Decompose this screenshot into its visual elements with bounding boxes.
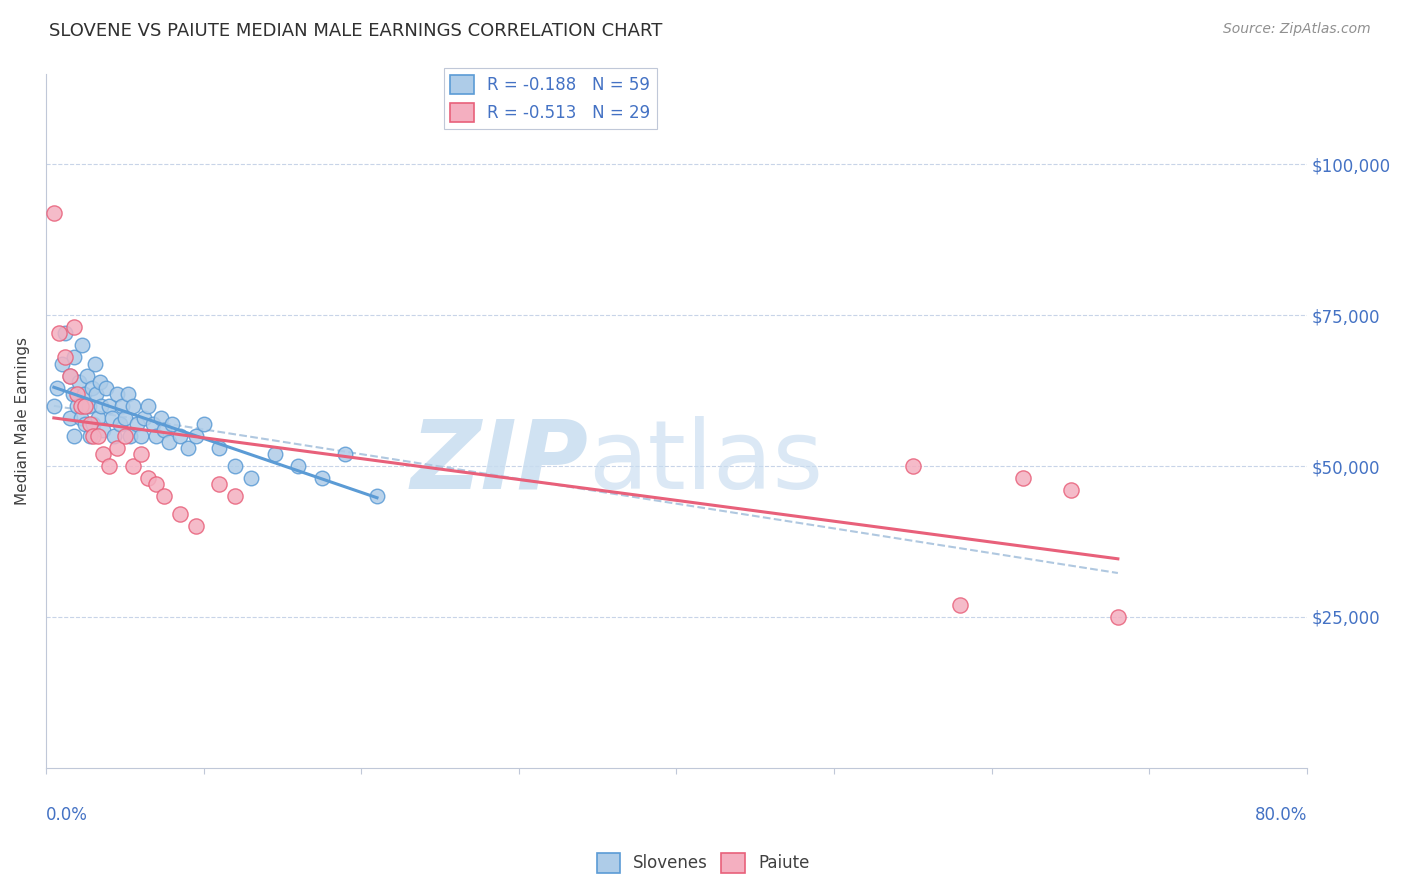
- Point: [127, 417, 149, 431]
- Point: [1012, 471, 1035, 485]
- Point: [91, 423, 114, 437]
- Point: [79, 417, 101, 431]
- Point: [160, 417, 183, 431]
- Point: [129, 447, 152, 461]
- Point: [59, 410, 82, 425]
- Point: [79, 429, 101, 443]
- Point: [224, 458, 246, 473]
- Point: [177, 441, 200, 455]
- Y-axis label: Median Male Earnings: Median Male Earnings: [15, 337, 30, 505]
- Point: [108, 417, 131, 431]
- Point: [42, 205, 65, 219]
- Point: [153, 423, 176, 437]
- Point: [157, 434, 180, 449]
- Point: [80, 381, 103, 395]
- Point: [67, 375, 90, 389]
- Point: [75, 399, 97, 413]
- Text: 80.0%: 80.0%: [1254, 805, 1308, 824]
- Point: [118, 429, 141, 443]
- Point: [91, 447, 114, 461]
- Point: [53, 351, 76, 365]
- Point: [63, 429, 86, 443]
- Point: [145, 477, 167, 491]
- Point: [145, 429, 167, 443]
- Point: [63, 320, 86, 334]
- Point: [142, 417, 165, 431]
- Point: [121, 458, 143, 473]
- Point: [132, 410, 155, 425]
- Point: [73, 386, 96, 401]
- Point: [70, 338, 93, 352]
- Legend: R = -0.188   N = 59, R = -0.513   N = 29: R = -0.188 N = 59, R = -0.513 N = 29: [444, 69, 657, 128]
- Point: [66, 399, 89, 413]
- Point: [335, 447, 357, 461]
- Text: atlas: atlas: [588, 416, 824, 509]
- Legend: Slovenes, Paiute: Slovenes, Paiute: [591, 847, 815, 880]
- Point: [82, 417, 104, 431]
- Point: [75, 417, 97, 431]
- Point: [111, 399, 134, 413]
- Point: [48, 326, 70, 341]
- Point: [51, 357, 73, 371]
- Point: [63, 351, 86, 365]
- Point: [239, 471, 262, 485]
- Point: [114, 410, 136, 425]
- Point: [1059, 483, 1081, 498]
- Text: Source: ZipAtlas.com: Source: ZipAtlas.com: [1223, 22, 1371, 37]
- Point: [53, 326, 76, 341]
- Text: SLOVENE VS PAIUTE MEDIAN MALE EARNINGS CORRELATION CHART: SLOVENE VS PAIUTE MEDIAN MALE EARNINGS C…: [49, 22, 662, 40]
- Point: [98, 399, 121, 413]
- Point: [1107, 610, 1129, 624]
- Point: [949, 598, 972, 612]
- Point: [105, 386, 128, 401]
- Point: [87, 410, 110, 425]
- Point: [82, 429, 104, 443]
- Point: [46, 381, 69, 395]
- Point: [117, 386, 139, 401]
- Point: [224, 489, 246, 503]
- Point: [169, 429, 191, 443]
- Point: [193, 417, 215, 431]
- Point: [66, 386, 89, 401]
- Point: [89, 375, 111, 389]
- Point: [77, 399, 100, 413]
- Point: [76, 368, 98, 383]
- Point: [90, 399, 112, 413]
- Point: [86, 386, 108, 401]
- Point: [69, 399, 91, 413]
- Point: [101, 410, 124, 425]
- Point: [208, 441, 231, 455]
- Point: [366, 489, 388, 503]
- Text: ZIP: ZIP: [411, 416, 588, 509]
- Point: [59, 368, 82, 383]
- Point: [98, 458, 121, 473]
- Point: [62, 386, 84, 401]
- Point: [42, 399, 65, 413]
- Point: [184, 519, 207, 533]
- Point: [287, 458, 309, 473]
- Point: [138, 471, 160, 485]
- Point: [59, 368, 82, 383]
- Point: [263, 447, 285, 461]
- Point: [208, 477, 231, 491]
- Point: [311, 471, 333, 485]
- Point: [901, 458, 924, 473]
- Point: [87, 429, 110, 443]
- Point: [94, 381, 117, 395]
- Point: [153, 489, 176, 503]
- Point: [138, 399, 160, 413]
- Text: 0.0%: 0.0%: [46, 805, 87, 824]
- Point: [103, 429, 125, 443]
- Point: [69, 410, 91, 425]
- Point: [150, 410, 173, 425]
- Point: [129, 429, 152, 443]
- Point: [114, 429, 136, 443]
- Point: [169, 508, 191, 522]
- Point: [105, 441, 128, 455]
- Point: [121, 399, 143, 413]
- Point: [83, 357, 105, 371]
- Point: [184, 429, 207, 443]
